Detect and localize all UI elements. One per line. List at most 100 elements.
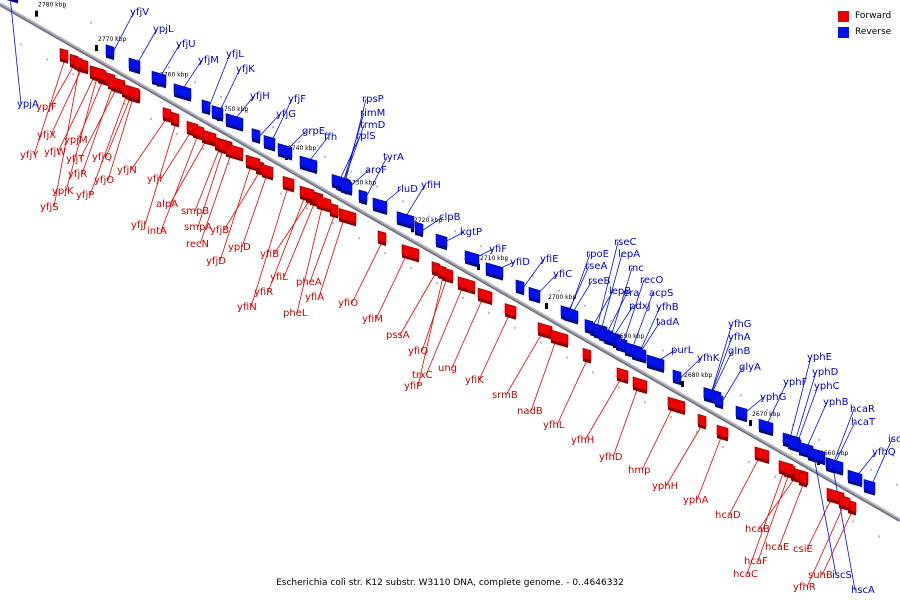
forward-gene-label[interactable]: yfjN bbox=[117, 165, 137, 176]
forward-gene-label[interactable]: intA bbox=[147, 226, 167, 237]
reverse-gene-label[interactable]: yfiH bbox=[421, 180, 441, 191]
forward-gene-label[interactable]: yfjP bbox=[76, 190, 94, 201]
reverse-gene-label[interactable]: hscA bbox=[851, 585, 875, 596]
forward-gene-label[interactable]: yfiP bbox=[404, 381, 422, 392]
reverse-gene-label[interactable]: yfhA bbox=[728, 332, 751, 343]
forward-gene-label[interactable]: yfjW bbox=[44, 147, 66, 158]
reverse-gene-label[interactable]: era bbox=[623, 288, 639, 299]
reverse-gene-label[interactable]: yfjK bbox=[236, 64, 255, 75]
reverse-gene-label[interactable]: yphC bbox=[814, 381, 840, 392]
reverse-gene-label[interactable]: rseC bbox=[614, 237, 636, 248]
forward-gene-label[interactable]: hcaE bbox=[765, 542, 789, 553]
reverse-gene-label[interactable]: yfhG bbox=[728, 319, 752, 330]
forward-gene-label[interactable]: yfiB bbox=[260, 249, 279, 260]
reverse-gene-label[interactable]: yphD bbox=[812, 367, 839, 378]
forward-gene-label[interactable]: yfhD bbox=[599, 452, 623, 463]
forward-gene-label[interactable]: ung bbox=[438, 363, 457, 374]
reverse-gene-label[interactable]: rimM bbox=[360, 108, 385, 119]
forward-gene-label[interactable]: smpA bbox=[184, 222, 212, 233]
forward-gene-label[interactable]: yfjB bbox=[210, 225, 229, 236]
forward-gene-label[interactable]: hcaD bbox=[715, 510, 741, 521]
forward-gene-label[interactable]: pssA bbox=[386, 330, 410, 341]
reverse-gene-label[interactable]: yfjF bbox=[288, 94, 306, 105]
reverse-gene-label[interactable]: aroF bbox=[365, 165, 387, 176]
forward-gene-label[interactable]: trxC bbox=[412, 370, 433, 381]
reverse-gene-label[interactable]: recO bbox=[640, 275, 664, 286]
forward-gene-label[interactable]: nadB bbox=[517, 406, 543, 417]
forward-gene-label[interactable]: srmB bbox=[492, 390, 518, 401]
reverse-gene-label[interactable]: glyA bbox=[739, 362, 761, 373]
forward-gene-label[interactable]: yfjT bbox=[66, 154, 85, 165]
reverse-gene-label[interactable]: purL bbox=[671, 345, 694, 356]
reverse-gene-label[interactable]: yfjG bbox=[276, 109, 296, 120]
reverse-gene-label[interactable]: acpS bbox=[649, 288, 673, 299]
reverse-gene-label[interactable]: yfjV bbox=[130, 7, 149, 18]
forward-gene-label[interactable]: yfjO bbox=[94, 175, 114, 186]
reverse-gene-label[interactable]: ffh bbox=[324, 132, 337, 143]
reverse-gene-label[interactable]: trmD bbox=[360, 120, 386, 131]
reverse-gene-label[interactable]: grpE bbox=[302, 126, 325, 137]
reverse-gene-label[interactable]: yfjL bbox=[226, 49, 244, 60]
forward-gene-label[interactable]: yfhL bbox=[543, 420, 565, 431]
reverse-gene-label[interactable]: lepB bbox=[609, 286, 631, 297]
forward-gene-label[interactable]: pheL bbox=[283, 308, 308, 319]
reverse-gene-label[interactable]: pdxJ bbox=[629, 301, 651, 312]
reverse-gene-label[interactable]: clpB bbox=[439, 212, 461, 223]
forward-gene-label[interactable]: ypjK bbox=[52, 186, 74, 197]
forward-gene-label[interactable]: yfiQ bbox=[408, 346, 428, 357]
reverse-gene-label[interactable]: yfiE bbox=[540, 254, 559, 265]
reverse-gene-label[interactable]: hcaT bbox=[851, 417, 876, 428]
forward-gene-label[interactable]: ypjD bbox=[228, 242, 251, 253]
forward-gene-label[interactable]: yphH bbox=[652, 481, 678, 492]
reverse-gene-label[interactable]: yfiD bbox=[510, 257, 530, 268]
reverse-gene-label[interactable]: rseA bbox=[585, 261, 607, 272]
reverse-gene-label[interactable]: rpoE bbox=[586, 249, 609, 260]
forward-gene-label[interactable]: yfiK bbox=[465, 375, 484, 386]
forward-gene-label[interactable]: yfjJ bbox=[131, 220, 146, 231]
forward-gene-label[interactable]: yfjY bbox=[20, 150, 39, 161]
forward-gene-label[interactable]: ypjM bbox=[64, 135, 88, 146]
reverse-gene-label[interactable]: yfhQ bbox=[872, 447, 896, 458]
forward-gene-label[interactable]: suhB bbox=[808, 570, 833, 581]
reverse-gene-label[interactable]: hcaR bbox=[850, 404, 875, 415]
reverse-gene-label[interactable]: tadA bbox=[656, 317, 679, 328]
reverse-gene-label[interactable]: yphE bbox=[807, 352, 832, 363]
forward-gene-label[interactable]: hcaF bbox=[744, 556, 768, 567]
reverse-gene-label[interactable]: yfhB bbox=[656, 302, 679, 313]
forward-gene-label[interactable]: yfiL bbox=[270, 272, 288, 283]
reverse-gene-label[interactable]: tyrA bbox=[383, 152, 404, 163]
reverse-gene-label[interactable]: yphG bbox=[760, 392, 786, 403]
reverse-gene-label[interactable]: iscS bbox=[832, 570, 852, 581]
forward-gene-label[interactable]: csiE bbox=[793, 544, 813, 555]
reverse-gene-label[interactable]: rluD bbox=[397, 184, 418, 195]
forward-gene-label[interactable]: ypjF bbox=[36, 102, 57, 113]
forward-gene-label[interactable]: hcaC bbox=[733, 569, 758, 580]
reverse-gene-label[interactable]: iscR bbox=[888, 434, 900, 445]
forward-gene-label[interactable]: yfiN bbox=[237, 302, 257, 313]
reverse-gene-label[interactable]: yfhK bbox=[697, 353, 720, 364]
forward-gene-label[interactable]: yphA bbox=[683, 495, 709, 506]
reverse-gene-label[interactable]: rnc bbox=[628, 263, 644, 274]
forward-gene-label[interactable]: yfiO bbox=[338, 298, 358, 309]
reverse-gene-label[interactable]: yfiC bbox=[553, 269, 572, 280]
reverse-gene-label[interactable]: kgtP bbox=[460, 227, 482, 238]
reverse-gene-label[interactable]: yfjM bbox=[198, 55, 219, 66]
reverse-gene-label[interactable]: rpsP bbox=[362, 94, 384, 105]
forward-gene-label[interactable]: yfjQ bbox=[92, 152, 112, 163]
reverse-gene-label[interactable]: yfjU bbox=[176, 39, 196, 50]
forward-gene-label[interactable]: yfiR bbox=[254, 287, 273, 298]
reverse-gene-label[interactable]: yfjH bbox=[250, 91, 270, 102]
forward-gene-label[interactable]: smpB bbox=[181, 206, 209, 217]
forward-gene-label[interactable]: yfhH bbox=[571, 435, 594, 446]
reverse-gene-label[interactable]: ypjL bbox=[153, 24, 174, 35]
forward-gene-label[interactable]: yfhR bbox=[793, 582, 816, 593]
forward-gene-label[interactable]: yfiM bbox=[362, 314, 383, 325]
reverse-gene-label[interactable]: rplS bbox=[356, 131, 376, 142]
forward-gene-label[interactable]: hmp bbox=[628, 465, 650, 476]
reverse-gene-label[interactable]: lepA bbox=[618, 249, 640, 260]
reverse-gene-label[interactable]: yphB bbox=[823, 397, 849, 408]
forward-gene-label[interactable]: yfjR bbox=[68, 169, 87, 180]
forward-gene-label[interactable]: yfjD bbox=[206, 256, 226, 267]
forward-gene-label[interactable]: yfjS bbox=[40, 202, 59, 213]
reverse-gene-label[interactable]: rseB bbox=[588, 276, 610, 287]
